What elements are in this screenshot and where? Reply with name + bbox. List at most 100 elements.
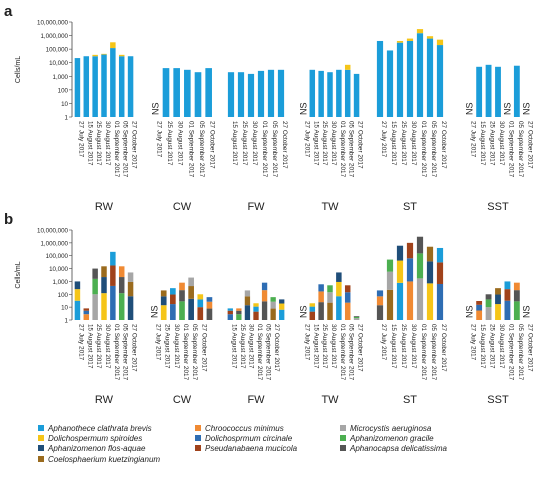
panel-b-bar-segment — [416, 253, 424, 279]
panel-a-date-label: 27 July 2017 — [155, 121, 162, 158]
panel-b-bar-segment — [261, 301, 268, 320]
panel-b-bar-segment — [160, 290, 167, 297]
panel-a-date-label: 15 August 2017 — [231, 121, 238, 166]
panel-b-site-label: CW — [173, 394, 192, 406]
panel-b-bar-segment — [426, 283, 434, 320]
panel-b-chart: 1 10 100 1,000 10,000 100,000 1,000,000 10,000,… — [15, 228, 533, 407]
panel-a-bar-extra — [426, 36, 434, 39]
panel-b-bar-segment — [495, 304, 501, 320]
panel-b-date-label: 30 August 2017 — [410, 324, 417, 369]
panel-b-bar-segment — [101, 266, 107, 278]
panel-a-bar — [162, 68, 170, 117]
panel-b-bar-segment — [279, 303, 285, 310]
panel-b-bar-segment — [179, 290, 185, 302]
panel-a-ytick-label: 100 — [58, 87, 69, 94]
panel-b-date-label: 05 September 2017 — [191, 324, 198, 381]
panel-a-date-label: 27 October 2017 — [131, 121, 138, 169]
panel-a-bar — [344, 69, 351, 117]
panel-b-date-label: 05 September 2017 — [265, 324, 272, 381]
panel-a-bar — [83, 56, 90, 117]
panel-b-bar-segment — [436, 247, 444, 263]
panel-a-bar — [436, 45, 444, 117]
panel-b-ns-label: NS — [521, 305, 531, 318]
panel-a-date-label: 15 August 2017 — [390, 121, 397, 166]
panel-a-bar — [267, 69, 275, 117]
panel-a-date-label: 27 July 2017 — [470, 121, 477, 158]
panel-b-bar-segment — [396, 260, 404, 283]
panel-a-bar — [118, 56, 125, 117]
panel-b-bar-segment — [244, 296, 251, 306]
panel-b-bar-segment — [127, 296, 134, 320]
panel-a-ytick-label: 100,000 — [46, 47, 69, 54]
panel-b-date-label: 27 October 2017 — [200, 324, 207, 372]
panel-a-date-label: 30 August 2017 — [177, 121, 184, 166]
panel-b-date-label: 15 August 2017 — [86, 324, 93, 369]
panel-b-bar-segment — [485, 299, 492, 308]
legend-swatch — [340, 435, 346, 441]
legend-label: Chroococcus minimus — [205, 424, 284, 433]
panel-b-date-label: 27 July 2017 — [470, 324, 477, 361]
panel-a-bar — [92, 56, 98, 117]
panel-a-bar — [406, 40, 414, 117]
panel-b-date-label: 27 October 2017 — [526, 324, 533, 372]
panel-b-ytick-label: 1 — [65, 318, 69, 325]
panel-b-date-label: 01 September 2017 — [256, 324, 263, 381]
panel-a-bar-extra — [396, 40, 404, 43]
panel-a-date-label: 05 September 2017 — [430, 121, 437, 178]
panel-b-bar-segment — [92, 268, 98, 279]
panel-b-date-label: 27 July 2017 — [380, 324, 387, 361]
panel-a-date-label: 15 August 2017 — [479, 121, 486, 166]
panel-a-ns-label: NS — [298, 102, 308, 115]
panel-b-site-label: SST — [487, 394, 509, 406]
panel-b-ytick-label: 1,000,000 — [40, 240, 68, 247]
panel-b-bar-segment — [227, 314, 233, 320]
panel-b-date-label: 01 September 2017 — [507, 324, 514, 381]
panel-a-date-label: 30 August 2017 — [410, 121, 417, 166]
panel-b-date-label: 27 July 2017 — [155, 324, 162, 361]
panel-b-ytick-label: 1,000 — [53, 279, 69, 286]
panel-b-bar-segment — [170, 304, 176, 320]
panel-b-bar-segment — [344, 292, 351, 303]
panel-b-bar-segment — [83, 314, 90, 320]
panel-a-site-label: TW — [321, 201, 339, 213]
panel-b-bar-segment — [270, 297, 276, 302]
panel-b-date-label: 30 August 2017 — [330, 324, 337, 369]
panel-a-bar-extra — [92, 54, 98, 57]
panel-b-bar-segment — [406, 281, 414, 320]
panel-b-bar-segment — [279, 309, 285, 320]
panel-b-bar-segment — [376, 296, 384, 306]
panel-a-site-label: RW — [95, 201, 114, 213]
panel-a-date-label: 01 September 2017 — [507, 121, 514, 178]
panel-a-bar — [110, 48, 116, 118]
panel-a-ytick-label: 10 — [61, 101, 68, 108]
panel-b-bar-segment — [344, 302, 351, 320]
panel-b-bar-segment — [396, 282, 404, 320]
panel-a-bar — [353, 73, 360, 117]
panel-b-bar-segment — [179, 301, 185, 320]
panel-b-bar-segment — [206, 308, 213, 320]
panel-b-bar-segment — [386, 289, 394, 320]
panel-a-ns-label: NS — [502, 102, 512, 115]
panel-b-date-label: 15 August 2017 — [390, 324, 397, 369]
panel-b-bar-segment — [92, 294, 98, 320]
panel-b-bar-segment — [244, 290, 251, 297]
legend-label: Aphanocapsa delicatissima — [349, 444, 447, 453]
panel-a-bar — [173, 68, 180, 117]
panel-b-date-label: 05 September 2017 — [517, 324, 524, 381]
panel-a-bar-extra — [436, 39, 444, 46]
panel-a-bar — [336, 69, 342, 117]
panel-a-date-label: 05 September 2017 — [517, 121, 524, 178]
panel-a-bar — [513, 65, 520, 117]
panel-b-bar-segment — [396, 245, 404, 261]
panel-a-bar-extra — [110, 42, 116, 49]
panel-b-bar-segment — [170, 294, 176, 305]
panel-b-bar-segment — [416, 236, 424, 254]
panel-a-site-label: ST — [403, 201, 417, 213]
panel-a-date-label: 27 July 2017 — [380, 121, 387, 158]
panel-b-date-label: 27 October 2017 — [357, 324, 364, 372]
panel-b-bar-segment — [101, 293, 107, 320]
panel-b-date-label: 05 September 2017 — [348, 324, 355, 381]
panel-b-ytick-label: 100 — [58, 292, 69, 299]
panel-b-bar-segment — [386, 271, 394, 290]
panel-b-bar-segment — [118, 277, 125, 294]
